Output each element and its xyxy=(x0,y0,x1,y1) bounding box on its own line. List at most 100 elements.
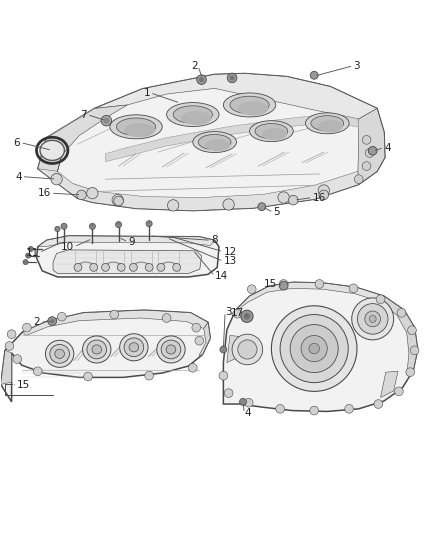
Polygon shape xyxy=(199,322,210,356)
Circle shape xyxy=(117,221,120,224)
Circle shape xyxy=(301,335,327,362)
Circle shape xyxy=(290,325,338,373)
Polygon shape xyxy=(380,296,418,375)
Circle shape xyxy=(114,196,124,206)
Circle shape xyxy=(146,221,152,227)
Circle shape xyxy=(167,200,179,211)
Circle shape xyxy=(310,71,318,79)
Ellipse shape xyxy=(166,345,176,354)
Polygon shape xyxy=(1,310,210,402)
Polygon shape xyxy=(231,282,384,314)
Circle shape xyxy=(365,149,374,157)
Circle shape xyxy=(130,263,138,271)
Circle shape xyxy=(376,295,385,304)
Circle shape xyxy=(25,253,31,258)
Circle shape xyxy=(244,313,251,320)
Ellipse shape xyxy=(262,128,287,140)
Circle shape xyxy=(51,174,62,185)
Text: 16: 16 xyxy=(38,188,51,198)
Circle shape xyxy=(84,372,92,381)
Circle shape xyxy=(28,246,33,252)
Circle shape xyxy=(362,135,371,144)
Circle shape xyxy=(188,364,197,372)
Circle shape xyxy=(145,263,153,271)
Polygon shape xyxy=(227,335,239,362)
Circle shape xyxy=(117,263,125,271)
Ellipse shape xyxy=(305,113,349,134)
Circle shape xyxy=(199,77,204,82)
Ellipse shape xyxy=(40,140,64,160)
Text: 5: 5 xyxy=(274,207,280,217)
Circle shape xyxy=(77,190,86,200)
Circle shape xyxy=(365,311,381,327)
Text: 7: 7 xyxy=(81,110,87,119)
Circle shape xyxy=(173,263,180,271)
Circle shape xyxy=(7,330,16,338)
Circle shape xyxy=(272,306,357,391)
Ellipse shape xyxy=(223,93,276,117)
Ellipse shape xyxy=(205,139,230,151)
Ellipse shape xyxy=(230,96,269,114)
Text: 10: 10 xyxy=(61,242,74,252)
Circle shape xyxy=(278,192,289,203)
Text: 4: 4 xyxy=(384,143,391,153)
Circle shape xyxy=(352,298,394,340)
Ellipse shape xyxy=(311,116,344,131)
Circle shape xyxy=(244,398,253,407)
Text: 2: 2 xyxy=(33,317,40,327)
Text: 13: 13 xyxy=(223,256,237,266)
Circle shape xyxy=(116,222,122,228)
Circle shape xyxy=(33,367,42,376)
Polygon shape xyxy=(38,236,215,247)
Circle shape xyxy=(408,326,417,335)
Text: 4: 4 xyxy=(15,172,21,182)
Circle shape xyxy=(230,75,235,80)
Text: 16: 16 xyxy=(312,192,326,203)
Circle shape xyxy=(315,280,324,288)
Ellipse shape xyxy=(250,120,293,142)
Polygon shape xyxy=(22,310,208,335)
Circle shape xyxy=(395,387,403,395)
Circle shape xyxy=(349,284,358,293)
Circle shape xyxy=(354,175,363,183)
Circle shape xyxy=(357,304,388,334)
Circle shape xyxy=(368,147,377,155)
Ellipse shape xyxy=(161,340,181,359)
Text: 11: 11 xyxy=(26,247,39,257)
Ellipse shape xyxy=(173,106,212,123)
Text: 12: 12 xyxy=(223,247,237,257)
Circle shape xyxy=(101,116,112,126)
Circle shape xyxy=(89,223,95,229)
Circle shape xyxy=(195,336,204,345)
Ellipse shape xyxy=(318,120,343,133)
Circle shape xyxy=(87,188,98,199)
Circle shape xyxy=(240,398,247,405)
Circle shape xyxy=(220,346,227,353)
Ellipse shape xyxy=(129,343,139,352)
Circle shape xyxy=(224,389,233,398)
Text: 15: 15 xyxy=(264,279,278,289)
Circle shape xyxy=(219,372,228,380)
Circle shape xyxy=(48,317,57,326)
Circle shape xyxy=(90,263,98,271)
Circle shape xyxy=(148,220,151,224)
Text: 3: 3 xyxy=(225,307,232,317)
Circle shape xyxy=(145,372,153,380)
Polygon shape xyxy=(223,282,418,411)
Circle shape xyxy=(23,260,28,265)
Circle shape xyxy=(238,340,257,359)
Circle shape xyxy=(13,354,21,364)
Circle shape xyxy=(247,285,256,294)
Circle shape xyxy=(397,309,406,317)
Circle shape xyxy=(309,343,319,354)
Polygon shape xyxy=(358,108,385,184)
Text: 8: 8 xyxy=(211,235,218,245)
Circle shape xyxy=(197,75,206,84)
Ellipse shape xyxy=(82,336,111,363)
Circle shape xyxy=(74,263,82,271)
Ellipse shape xyxy=(255,124,288,139)
Circle shape xyxy=(223,199,234,210)
Circle shape xyxy=(91,223,94,227)
Ellipse shape xyxy=(166,102,219,126)
Circle shape xyxy=(258,203,266,211)
